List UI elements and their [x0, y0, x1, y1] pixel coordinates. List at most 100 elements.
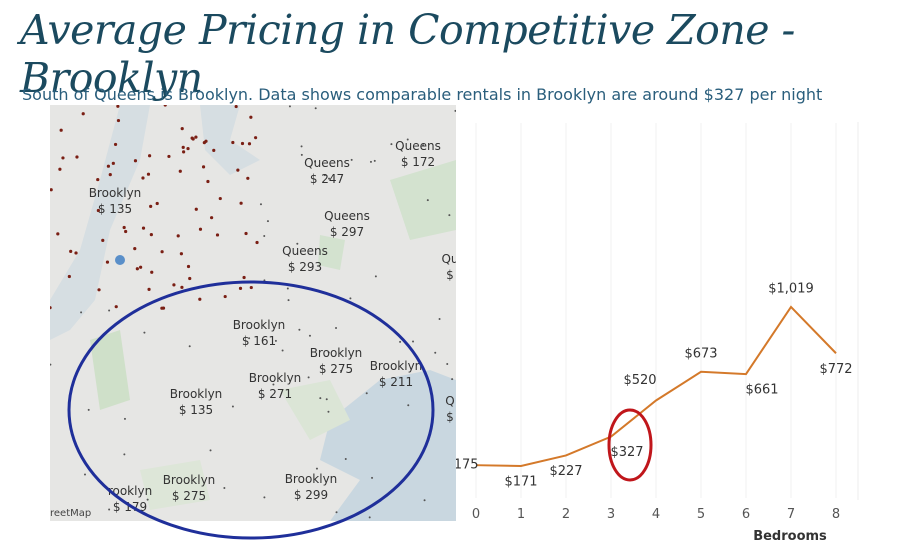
map-dot	[328, 177, 331, 180]
map-dot	[50, 363, 52, 366]
data-label: $772	[819, 362, 852, 377]
map-label-price: $ 135	[179, 403, 213, 417]
map-dot	[242, 275, 246, 280]
x-tick-label: 1	[517, 507, 525, 522]
map-dot	[231, 140, 235, 145]
map-label-name: Queens	[304, 156, 350, 170]
map-dot	[186, 264, 191, 269]
map-dot	[373, 159, 376, 162]
x-tick-label: 7	[787, 507, 795, 522]
map-dot	[50, 306, 52, 310]
map-dot	[74, 251, 78, 255]
map-dot	[106, 164, 111, 168]
map-dot	[191, 137, 195, 141]
map-dot	[240, 141, 245, 146]
map-dot	[274, 339, 277, 342]
map-dot	[246, 176, 250, 180]
map-dot	[314, 160, 317, 163]
map-dot	[97, 288, 101, 292]
map-dot	[111, 161, 115, 165]
map-label-name: Brooklyn	[170, 387, 223, 401]
map-dot	[148, 154, 152, 158]
map-dot	[315, 467, 318, 470]
map-dot	[108, 309, 111, 312]
map-label-name: Brooklyn	[285, 472, 338, 486]
map-dot	[122, 225, 126, 230]
map-dot	[371, 476, 374, 479]
map-dot	[448, 214, 451, 217]
map-dot	[202, 141, 206, 145]
map-dot	[87, 408, 90, 411]
map-dot	[58, 167, 62, 171]
map-dot	[236, 168, 240, 172]
map-dot	[365, 392, 368, 395]
map-label-name: rooklyn	[108, 484, 152, 498]
map-dot	[434, 351, 437, 354]
map-dot	[454, 109, 456, 112]
map-dot	[438, 318, 441, 321]
map-dot	[212, 148, 216, 152]
map-dot	[141, 176, 145, 180]
map-dot	[116, 105, 120, 108]
map-dot	[215, 233, 220, 237]
map-dot	[179, 252, 183, 256]
map-label-price: $	[446, 410, 454, 424]
map-label-name: Q	[445, 394, 454, 408]
x-tick-label: 4	[652, 507, 660, 522]
map-dot	[296, 242, 299, 245]
map-label-name: Brooklyn	[89, 186, 142, 200]
map-dot	[167, 154, 171, 159]
map-dot	[223, 486, 226, 489]
map-dot	[96, 177, 100, 182]
map-label-price: $ 275	[319, 362, 353, 376]
map-dot	[96, 208, 100, 213]
map-dot	[150, 270, 154, 274]
map-dot	[263, 496, 266, 499]
map-dot	[160, 306, 164, 310]
map-dot	[300, 145, 303, 148]
map-dot	[201, 165, 206, 169]
map-dot	[335, 511, 338, 514]
map-label-price: $ 135	[98, 202, 132, 216]
map-dot	[368, 516, 371, 519]
map-dot	[281, 349, 284, 352]
map-dot	[238, 286, 243, 290]
map-label-name: ttan	[26, 159, 50, 173]
map-dot	[349, 297, 352, 300]
highlight-ellipse	[607, 408, 653, 482]
map-label-price: $ 211	[379, 375, 413, 389]
x-tick-label: 0	[472, 507, 480, 522]
data-label: $227	[549, 464, 582, 479]
map-dot	[124, 229, 128, 234]
map-dot	[114, 305, 118, 309]
highlight-ellipse	[67, 280, 435, 540]
map-dot	[350, 158, 353, 161]
map-dot	[50, 188, 53, 192]
map-dot	[180, 127, 184, 131]
map-label-name: Brooklyn	[310, 346, 363, 360]
map-dot	[451, 378, 454, 381]
map-dot	[248, 337, 251, 340]
map-dot	[160, 250, 164, 254]
map-dot	[374, 275, 377, 278]
map-dot	[239, 201, 243, 205]
map-dot	[80, 311, 83, 314]
map-dot	[288, 105, 291, 108]
map-dot	[198, 297, 202, 301]
map-label-price: $ 271	[258, 387, 292, 401]
map-dot	[133, 159, 138, 163]
map-dot	[308, 334, 311, 337]
map-label-name: Brooklyn	[163, 473, 216, 487]
data-label: $673	[684, 346, 717, 361]
map-label-price: $ 297	[330, 225, 364, 239]
map-dot	[327, 410, 330, 413]
map-label-price: $ 247	[310, 172, 344, 186]
map-dot	[209, 216, 214, 220]
x-axis-title: Bedrooms	[753, 529, 827, 544]
map-label-price: $ 299	[294, 488, 328, 502]
map-dot	[139, 265, 143, 269]
map-dot	[198, 227, 203, 231]
map-dot	[300, 153, 303, 156]
